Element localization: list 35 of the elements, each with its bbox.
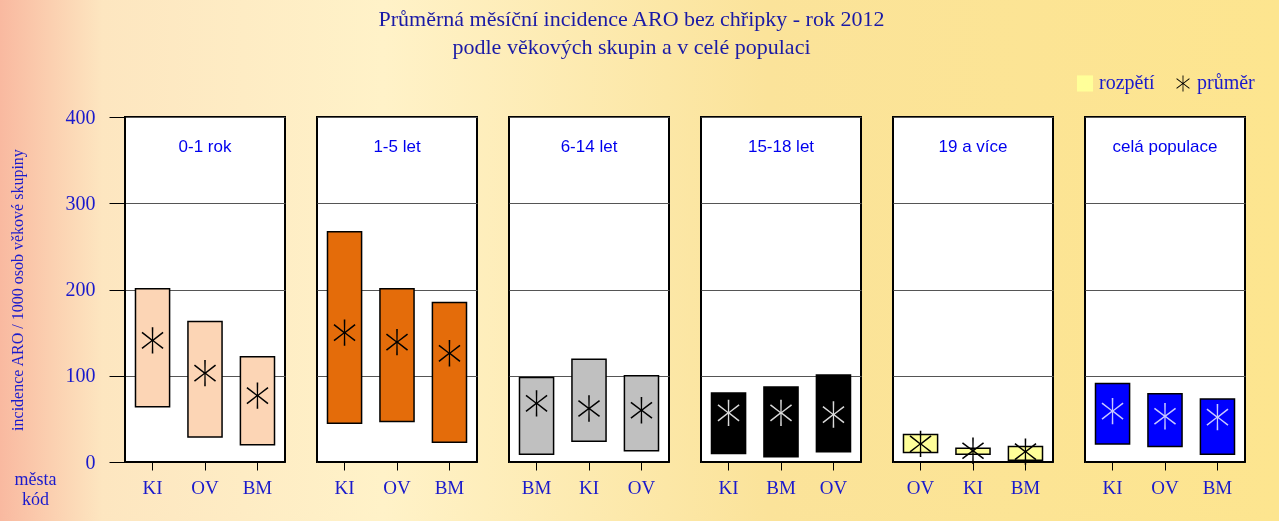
y-tick-label: 300 (65, 191, 96, 214)
x-tick-label: KI (578, 476, 600, 498)
x-tick-label: OV (819, 476, 848, 498)
y-axis-title: incidence ARO / 1000 osob věkové skupiny (8, 149, 27, 431)
x-tick-label: BM (1202, 476, 1233, 498)
y-tick-label: 200 (65, 278, 96, 300)
annotation: 1-5 let (373, 137, 421, 156)
x-tick-label: KI (334, 476, 355, 498)
legend-label: rozpětí (1099, 71, 1155, 95)
x-tick-label: KI (718, 476, 739, 498)
x-tick-label: BM (434, 476, 465, 498)
x-tick-label: OV (627, 476, 656, 498)
x-tick-label: OV (383, 476, 411, 498)
y-tick-label: 400 (65, 105, 96, 128)
annotation: 6-14 let (560, 137, 618, 156)
x-tick-label: OV (191, 476, 219, 498)
x-tick-label: BM (766, 476, 796, 498)
legend-label: průměr (1197, 71, 1256, 95)
x-axis-title: města kód (14, 468, 57, 509)
x-tick-label: OV (906, 476, 935, 498)
annotation: celá populace (1112, 137, 1218, 156)
chart-subtitle: podle věkových skupin a v celé populaci (452, 34, 811, 59)
chart-title: Průměrná měsíční incidence ARO bez chřipky - rok 2012 (378, 6, 885, 31)
y-tick-label: 0 (85, 450, 96, 473)
annotation: 19 a více (938, 137, 1008, 156)
annotation: 15-18 let (747, 137, 815, 156)
x-tick-label: OV (1151, 476, 1179, 498)
x-tick-label: KI (1102, 476, 1123, 498)
x-tick-label: KI (142, 476, 163, 498)
y-tick-label: 100 (65, 364, 96, 387)
x-tick-label: KI (962, 476, 984, 498)
annotation: 0-1 rok (178, 137, 232, 156)
x-tick-label: BM (1010, 476, 1041, 498)
x-tick-label: BM (521, 476, 552, 498)
x-tick-label: BM (242, 476, 273, 498)
